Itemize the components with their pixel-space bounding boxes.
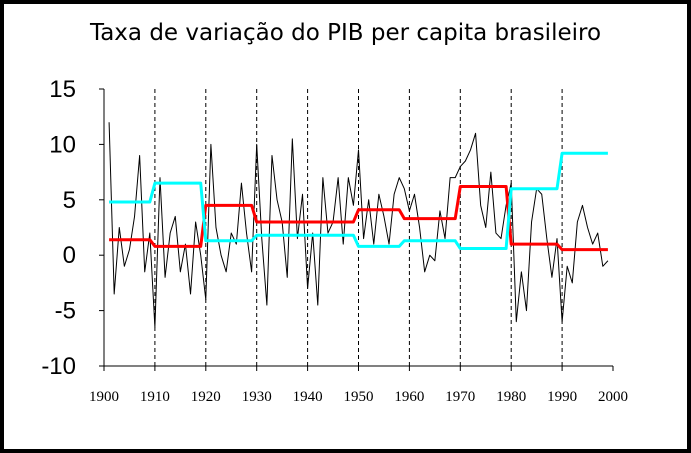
y-tick-label: 10: [49, 131, 76, 158]
y-tick-label: -5: [55, 298, 76, 325]
x-tick-label: 1970: [445, 389, 475, 405]
y-tick-label: 15: [49, 76, 76, 103]
axes: [103, 89, 613, 367]
chart-title: Taxa de variação do PIB per capita brasi…: [89, 20, 602, 46]
x-tick-label: 1950: [344, 389, 374, 405]
y-tick-labels: 15 10 5 0 -5 -10: [41, 76, 104, 380]
step-series-1: [109, 185, 608, 252]
gdp-growth-line: [108, 122, 609, 328]
x-tick-label: 1930: [242, 389, 272, 405]
x-tick-label: 1900: [89, 389, 119, 405]
x-tick-label: 1910: [140, 389, 170, 405]
y-tick-label: 0: [63, 242, 76, 269]
y-tick-label: 5: [63, 187, 76, 214]
x-tick-label: 1960: [394, 389, 424, 405]
x-tick-label: 1920: [191, 389, 221, 405]
chart-frame: Taxa de variação do PIB per capita brasi…: [4, 4, 687, 449]
step-series-2: [109, 151, 608, 251]
x-tick-labels: 1900 1910 1920 1930 1940 1950 1960 1970 1980 1990…: [89, 366, 628, 405]
x-tick-label: 1940: [293, 389, 323, 405]
y-tick-label: -10: [41, 353, 76, 380]
x-tick-label: 1990: [547, 389, 577, 405]
series-layer: [108, 122, 609, 328]
x-tick-label: 1980: [496, 389, 526, 405]
x-tick-label: 2000: [598, 389, 628, 405]
